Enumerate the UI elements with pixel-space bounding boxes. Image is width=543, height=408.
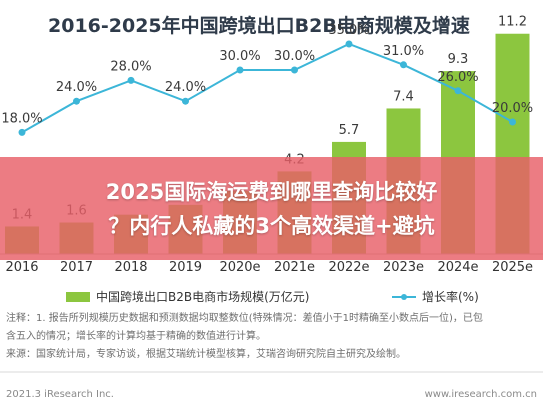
growth-value-label-2019: 24.0% bbox=[165, 80, 206, 95]
note-line-3: 来源：国家统计局，专家访谈，根据艾瑞统计模型核算，艾瑞咨询研究院自主研究及绘制。 bbox=[6, 347, 406, 360]
growth-line bbox=[21, 42, 513, 134]
x-tick-2019: 2019 bbox=[169, 260, 202, 275]
growth-value-label-2024e: 26.0% bbox=[437, 70, 478, 85]
growth-value-label-2025e: 20.0% bbox=[492, 101, 533, 116]
growth-point-2024e bbox=[454, 87, 462, 95]
legend-line-marker bbox=[401, 294, 407, 300]
x-tick-2023e: 2023e bbox=[383, 260, 424, 275]
growth-point-2016 bbox=[18, 128, 26, 136]
growth-point-2019 bbox=[182, 97, 189, 105]
x-tick-2022e: 2022e bbox=[328, 260, 369, 275]
x-tick-2025e: 2025e bbox=[492, 260, 533, 275]
growth-value-label-2018: 28.0% bbox=[110, 59, 151, 74]
banner-line-2: ？内行人私藏的3个高效渠道+避坑 bbox=[108, 213, 435, 238]
x-tick-2020e: 2020e bbox=[219, 260, 260, 275]
chart-title: 2016-2025年中国跨境出口B2B电商规模及增速 bbox=[48, 14, 470, 37]
bar-value-label-2024e: 9.3 bbox=[448, 52, 469, 67]
x-tick-2024e: 2024e bbox=[437, 260, 478, 275]
x-tick-2017: 2017 bbox=[60, 260, 93, 275]
overlay-banner: 2025国际海运费到哪里查询比较好 ？内行人私藏的3个高效渠道+避坑 bbox=[0, 157, 543, 260]
legend-bar-label: 中国跨境出口B2B电商市场规模(万亿元) bbox=[96, 289, 309, 304]
growth-point-2022e bbox=[345, 40, 353, 48]
bar-value-label-2025e: 11.2 bbox=[498, 15, 527, 30]
growth-value-label-2017: 24.0% bbox=[56, 80, 97, 95]
footer-right: www.iresearch.com.cn bbox=[425, 389, 537, 400]
growth-value-label-2021e: 30.0% bbox=[274, 49, 315, 64]
growth-value-label-2023e: 31.0% bbox=[383, 44, 424, 59]
legend-line-label: 增长率(%) bbox=[422, 289, 479, 304]
note-line-1: 注释：1. 报告所列规模历史数据和预测数据均取整数位(特殊情况：差值小于1时精确… bbox=[6, 311, 483, 324]
banner-line-1: 2025国际海运费到哪里查询比较好 bbox=[105, 179, 438, 204]
x-tick-labels: 2016 2017 2018 2019 2020e 2021e 2022e 2023e 2024… bbox=[5, 260, 533, 275]
growth-point-2021e bbox=[291, 66, 298, 74]
footer-left: 2021.3 iResearch Inc. bbox=[6, 389, 114, 400]
note-line-2: 含五入的情况；增长率的计算均基于精确的数值进行计算。 bbox=[6, 329, 266, 342]
growth-point-2023e bbox=[400, 61, 407, 69]
growth-point-2018 bbox=[127, 76, 135, 84]
x-tick-2021e: 2021e bbox=[274, 260, 315, 275]
legend-bar-swatch bbox=[66, 292, 90, 302]
growth-line-layer bbox=[18, 40, 516, 136]
growth-point-2017 bbox=[73, 97, 80, 105]
bar-value-label-2022e: 5.7 bbox=[339, 123, 360, 138]
growth-point-2020e bbox=[236, 66, 244, 74]
growth-value-label-2016: 18.0% bbox=[1, 111, 42, 126]
x-tick-2018: 2018 bbox=[114, 260, 147, 275]
growth-value-label-2020e: 30.0% bbox=[219, 49, 260, 64]
legend: 中国跨境出口B2B电商市场规模(万亿元) 增长率(%) bbox=[66, 289, 479, 304]
growth-point-2025e bbox=[509, 118, 516, 126]
growth-value-label-2022e: 35.0% bbox=[328, 23, 369, 38]
growth-labels-layer: 18.0% 24.0% 28.0% 24.0% 30.0% 30.0% 35.0% 31.0%… bbox=[1, 23, 533, 126]
x-tick-2016: 2016 bbox=[5, 260, 38, 275]
bar-value-label-2023e: 7.4 bbox=[393, 89, 414, 104]
